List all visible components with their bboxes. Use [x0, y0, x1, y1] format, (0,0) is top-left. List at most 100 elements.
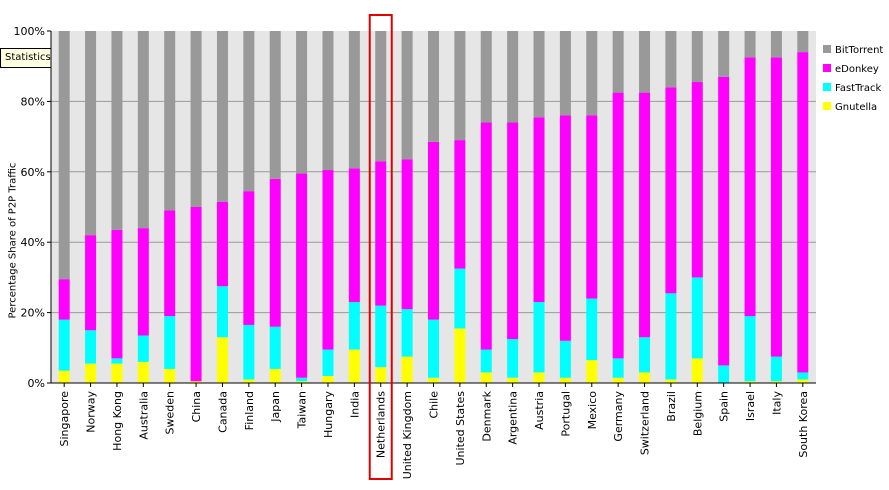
x-tick-label: United Kingdom: [401, 391, 414, 479]
x-tick-label: Singapore: [58, 391, 71, 447]
y-tick-label: 100%: [14, 25, 45, 38]
x-tick-label: Finland: [243, 391, 256, 430]
bar-segment: [164, 316, 176, 369]
bar-segment: [639, 372, 651, 383]
bar-segment: [454, 31, 466, 141]
bar-segment: [58, 370, 70, 383]
bar-segment: [348, 302, 360, 350]
bar-segment: [480, 349, 492, 373]
bar-segment: [480, 372, 492, 383]
bar-segment: [401, 356, 413, 383]
bar-segment: [428, 377, 439, 383]
bar-segment: [216, 201, 228, 287]
x-tick-label: Japan: [269, 391, 282, 423]
x-tick-label: Austria: [533, 391, 546, 430]
y-tick-label: 80%: [21, 95, 45, 108]
x-tick-label: Israel: [744, 391, 757, 421]
x-tick-label: Norway: [85, 391, 98, 433]
bar-segment: [243, 191, 255, 325]
bar-segment: [322, 375, 334, 383]
bar-segment: [507, 339, 519, 378]
bar-segment: [665, 293, 677, 380]
bar-segment: [797, 372, 809, 380]
bar-segment: [348, 349, 360, 383]
bar-segment: [322, 170, 334, 350]
legend-swatch: [823, 83, 831, 91]
bar-segment: [243, 324, 255, 380]
bar-segment: [797, 52, 809, 373]
bar-segment: [428, 31, 439, 142]
bar-segment: [533, 302, 545, 373]
x-tick-label: United States: [454, 391, 467, 466]
bar-segment: [559, 115, 571, 341]
bar-segment: [348, 31, 360, 169]
bar-segment: [797, 379, 809, 383]
bar-segment: [480, 122, 492, 350]
bar-segment: [744, 316, 756, 382]
bar-segment: [559, 340, 571, 378]
bar-segment: [190, 31, 202, 207]
x-tick-label: South Korea: [797, 391, 810, 458]
bar-segment: [296, 381, 308, 383]
bar-segment: [401, 309, 413, 357]
bar-segment: [770, 381, 782, 383]
bar-segment: [454, 268, 466, 329]
bar-segment: [797, 31, 809, 53]
bar-segment: [612, 377, 624, 383]
bar-segment: [744, 31, 756, 58]
bar-segment: [164, 31, 176, 211]
y-tick-label: 60%: [21, 166, 45, 179]
bar-segment: [665, 31, 677, 88]
bar-segment: [533, 31, 545, 118]
bar-segment: [269, 178, 281, 327]
x-tick-label: Canada: [216, 391, 229, 433]
bar-segment: [507, 31, 519, 123]
x-tick-label: China: [190, 391, 203, 422]
bar-segment: [586, 298, 598, 361]
bar-segment: [164, 210, 176, 317]
x-tick-label: Hungary: [322, 391, 335, 438]
bar-segment: [85, 235, 97, 331]
x-tick-label: Spain: [718, 391, 731, 422]
bar-segment: [533, 117, 545, 303]
x-tick-label: Portugal: [559, 391, 572, 437]
x-tick-label: India: [348, 391, 361, 418]
bar-segment: [507, 122, 519, 340]
bar-segment: [718, 76, 730, 366]
bar-segment: [507, 377, 519, 383]
bar-segment: [216, 286, 228, 338]
bar-segment: [375, 367, 387, 383]
bar-segment: [137, 361, 149, 383]
x-tick-label: Italy: [770, 391, 783, 415]
axes: 0% 20% 40% 60% 80% 100% Singapore Norway Hong Ko…: [14, 25, 816, 479]
x-tick-label: Belgium: [691, 391, 704, 436]
x-tick-label: Taiwan: [296, 391, 309, 429]
bar-segment: [401, 31, 413, 160]
bar-segment: [454, 140, 466, 269]
bar-segment: [375, 161, 387, 306]
bar-segment: [58, 279, 70, 320]
legend-swatch: [823, 64, 831, 72]
x-tick-label: Chile: [428, 391, 441, 419]
bar-segment: [190, 207, 202, 382]
bar-segment: [58, 31, 70, 280]
bar-segment: [269, 31, 281, 179]
bar-segment: [559, 31, 571, 116]
bar-segment: [137, 228, 149, 336]
bar-segment: [322, 31, 334, 171]
bar-segment: [322, 349, 334, 376]
bar-segment: [480, 31, 492, 123]
bar-segment: [533, 372, 545, 383]
bar-segment: [691, 31, 703, 83]
legend-label: Gnutella: [835, 102, 877, 113]
bar-segment: [243, 31, 255, 192]
legend-swatch: [823, 45, 831, 53]
bar-segment: [770, 57, 782, 357]
bar-segment: [770, 356, 782, 382]
bars: [58, 31, 809, 383]
bar-segment: [296, 31, 308, 174]
bar-segment: [111, 363, 123, 383]
bar-segment: [718, 31, 730, 77]
x-tick-label: Netherlands: [375, 391, 388, 458]
